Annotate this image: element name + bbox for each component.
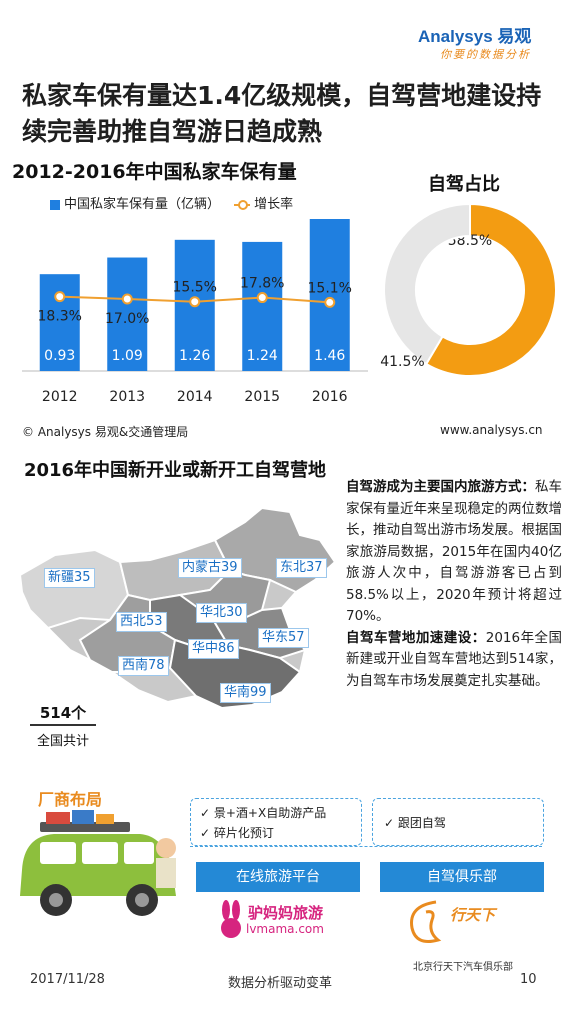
online-travel-platform-button[interactable]: 在线旅游平台	[196, 862, 360, 892]
footer-slogan: 数据分析驱动变革	[228, 976, 333, 991]
x-tick-label: 2016	[312, 389, 348, 405]
brand-tagline: 你要的数据分析	[440, 48, 531, 61]
bar	[242, 241, 283, 371]
x-tick-label: 2012	[42, 389, 78, 405]
legend-bar-label: 中国私家车保有量（亿辆）	[64, 197, 221, 212]
check-icon: ✓	[200, 826, 214, 840]
bar	[39, 274, 80, 371]
growth-rate-label: 15.5%	[173, 280, 217, 296]
x-tick-label: 2013	[109, 389, 145, 405]
growth-rate-label: 17.0%	[105, 311, 149, 327]
bar-line-chart: 0.93 2012 18.3% 1.09 2013 17.0% 1.26 2014 15.5% 1…	[22, 219, 368, 405]
brand-logo-text: Analysys	[418, 27, 493, 46]
map-region-huadong: 华东57	[258, 628, 309, 648]
feature-label: 跟团自驾	[397, 816, 446, 830]
map-region-huabei: 华北30	[196, 603, 247, 623]
bar	[107, 257, 148, 371]
bar-value-label: 1.26	[179, 348, 210, 364]
map-region-dongbei: 东北37	[276, 558, 327, 578]
lvmama-url: lvmama.com	[246, 922, 324, 936]
growth-rate-label: 15.1%	[308, 280, 352, 296]
analysis-heading-2: 自驾车营地加速建设：	[346, 629, 486, 646]
x-tick-label: 2015	[244, 389, 280, 405]
online-platform-features	[190, 798, 362, 846]
club-name: 北京行天下汽车俱乐部	[413, 962, 513, 973]
map-region-xinan: 西南78	[118, 656, 169, 676]
map-region-xinjiang: 新疆35	[44, 568, 95, 588]
map-title: 2016年中国新开业或新开工自驾营地	[23, 460, 327, 481]
map-region-neimenggu: 内蒙古39	[178, 558, 242, 578]
footer-date: 2017/11/28	[30, 972, 105, 987]
total-divider	[30, 724, 96, 726]
bar-value-label: 1.24	[247, 348, 278, 364]
donut-slice	[383, 202, 471, 366]
vendor-section-title: 厂商布局	[38, 790, 103, 809]
club-logo: 行天下	[450, 906, 496, 924]
brand-logo-cn: 易观	[497, 27, 532, 46]
legend-line-swatch	[234, 199, 251, 211]
rabbit-logo-icon	[221, 900, 241, 938]
donut-title: 自驾占比	[428, 174, 500, 195]
self-drive-club-button[interactable]: 自驾俱乐部	[380, 862, 544, 892]
feature-item: ✓ 跟团自驾	[384, 814, 446, 831]
lvmama-brand: 驴妈妈旅游	[248, 904, 324, 922]
feature-label: 碎片化预订	[213, 826, 274, 840]
check-icon: ✓	[384, 816, 398, 830]
club-features	[372, 798, 544, 846]
connector-line	[190, 846, 542, 861]
bar	[309, 219, 350, 371]
donut-slice-label: 41.5%	[380, 354, 424, 370]
feature-item: ✓ 景+酒+X自助游产品	[200, 804, 326, 821]
analysis-body-2: 2016年全国新建或开业自驾车营地达到514家，为自驾车市场发展奠定扎实基础。	[346, 629, 563, 689]
legend-bar-swatch	[50, 199, 60, 210]
bar-value-label: 1.46	[314, 348, 345, 364]
page-number: 10	[520, 972, 537, 987]
brand-logo: Analysys 易观	[418, 22, 531, 47]
analysis-heading-1: 自驾游成为主要国内旅游方式：	[346, 479, 535, 495]
growth-point	[121, 293, 133, 305]
check-icon: ✓	[200, 806, 214, 820]
feature-item: ✓ 碎片化预订	[200, 824, 274, 841]
swirl-logo-icon	[410, 900, 442, 943]
total-count: 514个	[39, 704, 87, 722]
x-tick-label: 2014	[177, 389, 213, 405]
map-region-huanan: 华南99	[220, 683, 271, 703]
chart-title: 2012-2016年中国私家车保有量	[12, 161, 297, 183]
page-title: 私家车保有量达1.4亿级规模，自驾营地建设持续完善助推自驾游日趋成熟	[22, 81, 542, 146]
total-label: 全国共计	[36, 734, 89, 749]
donut-chart: 58.5%41.5%	[380, 202, 557, 377]
growth-rate-label: 18.3%	[38, 309, 82, 325]
growth-point	[324, 296, 336, 308]
legend-line-label: 增长率	[254, 197, 294, 212]
analysis-body-1: 私车家保有量近年来呈现稳定的两位数增长，推动自驾出游市场发展。根据国家旅游局数据…	[346, 479, 562, 624]
growth-point	[54, 291, 66, 303]
bar-series	[39, 219, 350, 371]
chart-legend: 中国私家车保有量（亿辆） 增长率	[50, 193, 293, 212]
growth-point	[256, 292, 268, 304]
map-region-huazhong: 华中86	[188, 639, 239, 659]
analysis-text: 自驾游成为主要国内旅游方式：私车家保有量近年来呈现稳定的两位数增长，推动自驾出游…	[346, 477, 562, 692]
bar-value-label: 1.09	[112, 348, 143, 364]
car-illustration-icon	[20, 810, 176, 916]
map-region-xibei: 西北53	[116, 612, 167, 632]
chart-source: © Analysys 易观&交通管理局	[22, 425, 189, 439]
growth-rate-label: 17.8%	[240, 276, 284, 292]
feature-label: 景+酒+X自助游产品	[213, 806, 327, 820]
china-map-icon	[18, 506, 337, 710]
donut-slice	[424, 202, 557, 377]
bar-value-label: 0.93	[44, 348, 75, 364]
chart-labels: 0.93 2012 18.3% 1.09 2013 17.0% 1.26 2014 15.5% 1…	[38, 276, 352, 405]
growth-point	[189, 296, 201, 308]
source-url: www.analysys.cn	[440, 423, 543, 437]
growth-points	[54, 291, 336, 308]
